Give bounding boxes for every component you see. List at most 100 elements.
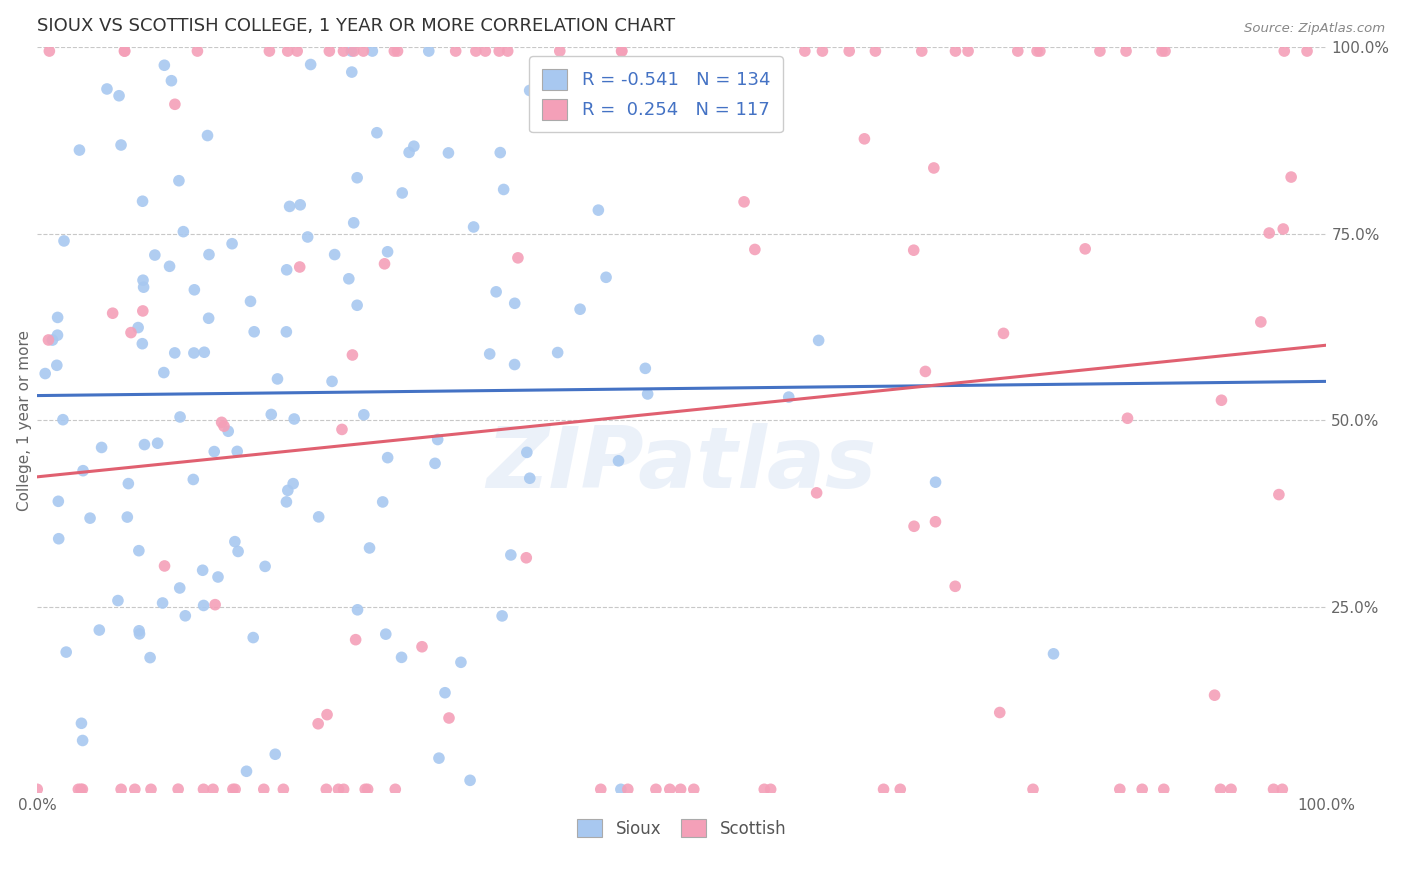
Point xyxy=(957,44,980,58)
Point xyxy=(682,782,704,797)
Text: ZIPatlas: ZIPatlas xyxy=(486,424,877,507)
Point xyxy=(276,325,298,339)
Point xyxy=(167,174,190,188)
Point xyxy=(131,194,153,209)
Point xyxy=(132,304,155,318)
Point xyxy=(254,559,277,574)
Point xyxy=(588,203,610,218)
Point xyxy=(285,44,308,58)
Point xyxy=(356,782,378,797)
Point xyxy=(377,244,399,259)
Point xyxy=(197,311,219,326)
Legend: Sioux, Scottish: Sioux, Scottish xyxy=(571,813,793,845)
Point xyxy=(398,145,420,160)
Point xyxy=(328,782,350,797)
Point xyxy=(1271,782,1294,797)
Point xyxy=(226,544,249,558)
Point xyxy=(382,44,405,58)
Point xyxy=(242,631,264,645)
Point xyxy=(515,550,537,565)
Point xyxy=(48,532,70,546)
Point xyxy=(186,44,208,58)
Point xyxy=(1150,44,1173,58)
Point xyxy=(374,627,396,641)
Point xyxy=(273,782,295,797)
Point xyxy=(402,139,425,153)
Point xyxy=(307,716,329,731)
Point xyxy=(337,272,360,286)
Point xyxy=(211,415,233,429)
Point xyxy=(343,216,366,230)
Point xyxy=(259,44,281,58)
Point xyxy=(128,624,150,638)
Point xyxy=(276,262,298,277)
Point xyxy=(264,747,287,762)
Point xyxy=(89,623,111,637)
Point xyxy=(793,44,815,58)
Point xyxy=(315,782,337,797)
Point xyxy=(167,782,190,797)
Point xyxy=(193,599,215,613)
Point xyxy=(1220,782,1243,797)
Point xyxy=(478,347,501,361)
Point xyxy=(1130,782,1153,797)
Point xyxy=(547,345,569,359)
Point xyxy=(277,483,299,498)
Point xyxy=(96,82,118,96)
Point xyxy=(72,782,94,797)
Point xyxy=(1116,411,1139,425)
Point xyxy=(474,44,496,58)
Point xyxy=(569,302,592,317)
Point xyxy=(1088,44,1111,58)
Point xyxy=(160,73,183,87)
Point xyxy=(371,495,394,509)
Point xyxy=(288,260,311,274)
Point xyxy=(1204,688,1226,702)
Point xyxy=(503,358,526,372)
Point xyxy=(128,627,150,641)
Point xyxy=(222,782,245,797)
Point xyxy=(224,534,246,549)
Point xyxy=(911,44,934,58)
Point xyxy=(411,640,433,654)
Point xyxy=(239,294,262,309)
Point xyxy=(132,273,155,287)
Point xyxy=(153,58,176,72)
Point xyxy=(146,436,169,450)
Point xyxy=(25,782,48,797)
Point xyxy=(488,44,510,58)
Point xyxy=(733,194,755,209)
Point xyxy=(207,570,229,584)
Point xyxy=(117,510,139,524)
Point xyxy=(778,390,800,404)
Point xyxy=(224,782,246,797)
Point xyxy=(1074,242,1097,256)
Point xyxy=(595,270,617,285)
Point xyxy=(143,248,166,262)
Point xyxy=(169,581,191,595)
Point xyxy=(352,44,374,58)
Point xyxy=(90,441,112,455)
Point xyxy=(139,782,162,797)
Point xyxy=(943,579,966,593)
Point xyxy=(426,433,449,447)
Point xyxy=(316,707,339,722)
Point xyxy=(589,782,612,797)
Point xyxy=(266,372,288,386)
Point xyxy=(346,603,368,617)
Point xyxy=(1263,782,1285,797)
Point xyxy=(1026,44,1049,58)
Point xyxy=(1279,170,1302,185)
Point xyxy=(464,44,486,58)
Point xyxy=(114,44,136,58)
Point xyxy=(437,711,460,725)
Point xyxy=(1042,647,1064,661)
Point xyxy=(366,126,388,140)
Point xyxy=(308,509,330,524)
Point xyxy=(127,320,149,334)
Point xyxy=(69,782,91,797)
Point xyxy=(373,257,395,271)
Point xyxy=(107,593,129,607)
Point xyxy=(492,182,515,196)
Point xyxy=(806,486,828,500)
